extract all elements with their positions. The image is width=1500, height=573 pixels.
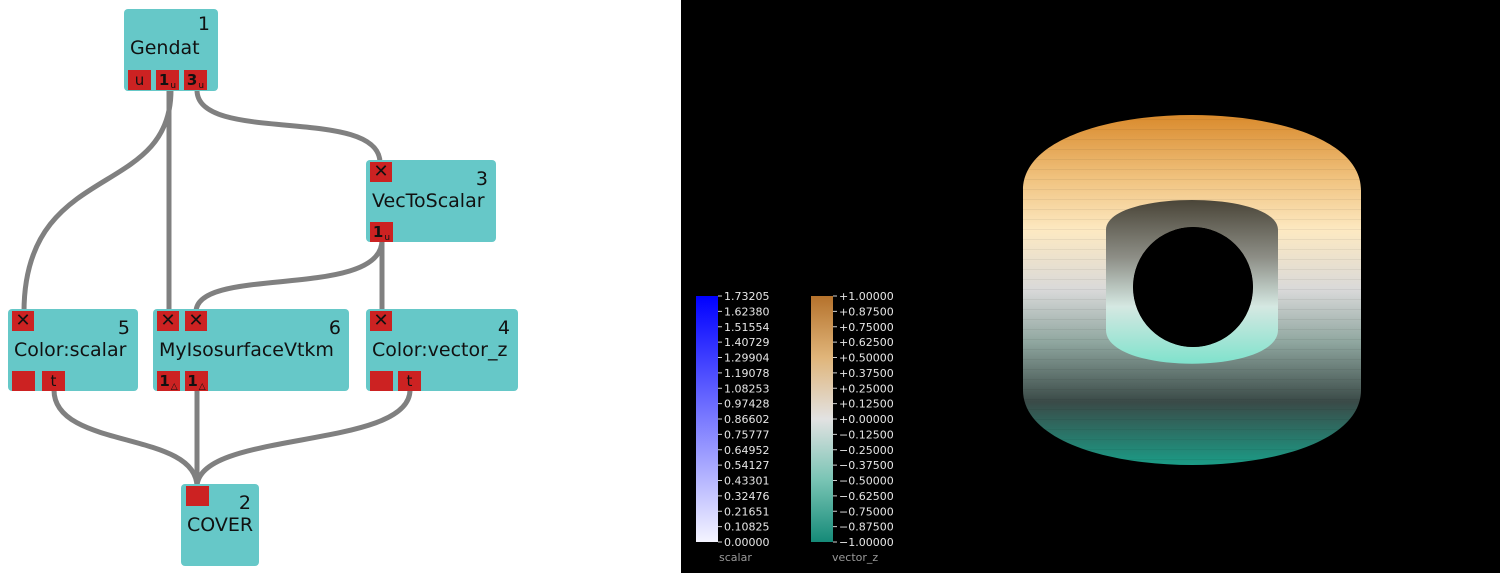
module-graph-canvas[interactable]: 1 Gendat u 1u 3u ✕ 3 VecToScalar 1u ✕ 5 … [0, 0, 681, 573]
vector-z-legend: +1.00000 +0.87500 +0.75000 +0.62500 +0.50000… [811, 290, 894, 564]
legend-tick-label: 1.19078 [724, 367, 770, 380]
output-port-t[interactable]: t [42, 371, 65, 391]
legend-tick-label: 1.08253 [724, 382, 770, 395]
legend-tick-label: +0.87500 [839, 305, 894, 318]
legend-tick-label: −0.37500 [839, 459, 894, 472]
module-color-scalar[interactable]: ✕ 5 Color:scalar t [8, 309, 138, 391]
legend-tick-label: +0.37500 [839, 367, 894, 380]
connection-wires [21, 87, 413, 490]
wire-vectoscalar-to-isosurface [193, 237, 385, 315]
module-vectoscalar[interactable]: ✕ 3 VecToScalar 1u [366, 160, 496, 243]
scalar-tick-labels: 1.73205 1.62380 1.51554 1.40729 1.29904 1.190… [718, 290, 770, 549]
output-port-1-triangle[interactable]: 1△ [185, 371, 208, 392]
legend-tick-label: −0.87500 [839, 521, 894, 534]
module-name: COVER [187, 514, 254, 536]
module-number: 4 [497, 317, 510, 339]
isosurface-torus[interactable] [1023, 115, 1361, 465]
output-port-data[interactable] [370, 371, 393, 391]
output-port-3u[interactable]: 3u [184, 70, 207, 91]
legend-tick-label: 1.40729 [724, 336, 770, 349]
module-name: Color:scalar [14, 339, 127, 361]
vector-z-tick-labels: +1.00000 +0.87500 +0.75000 +0.62500 +0.50000… [833, 290, 894, 549]
legend-tick-label: 1.62380 [724, 305, 770, 318]
legend-tick-label: 0.32476 [724, 490, 770, 503]
legend-tick-label: 0.00000 [724, 536, 770, 549]
output-port-1-triangle[interactable]: 1△ [157, 371, 180, 392]
module-gendat[interactable]: 1 Gendat u 1u 3u [124, 9, 218, 91]
scalar-colorbar [696, 296, 718, 542]
legend-tick-label: +0.75000 [839, 321, 894, 334]
vector-z-legend-title: vector_z [832, 551, 878, 564]
module-number: 6 [328, 317, 341, 339]
input-port-close-icon[interactable]: ✕ [370, 162, 392, 182]
module-number: 2 [238, 492, 251, 514]
legend-tick-label: 0.10825 [724, 521, 770, 534]
output-port-1u[interactable]: 1u [156, 70, 179, 91]
output-port-t[interactable]: t [398, 371, 421, 391]
legend-tick-label: −0.25000 [839, 444, 894, 457]
wire-color-scalar-to-cover [51, 387, 200, 490]
scalar-legend: 1.73205 1.62380 1.51554 1.40729 1.29904 1.190… [696, 290, 770, 564]
wire-gendat-to-vectoscalar [194, 87, 383, 166]
legend-tick-label: 1.29904 [724, 352, 770, 365]
legend-tick-label: +0.12500 [839, 398, 894, 411]
legend-tick-label: 1.51554 [724, 321, 770, 334]
legend-tick-label: +0.25000 [839, 382, 894, 395]
legend-tick-label: 0.21651 [724, 505, 770, 518]
wire-color-vector-z-to-cover [194, 387, 413, 490]
legend-tick-label: −0.75000 [839, 505, 894, 518]
input-port-render[interactable] [186, 486, 209, 506]
module-name: VecToScalar [372, 190, 485, 212]
output-port-u[interactable]: u [128, 70, 151, 90]
module-number: 5 [117, 317, 130, 339]
module-name: Gendat [130, 37, 200, 59]
legend-tick-label: +0.00000 [839, 413, 894, 426]
legend-tick-label: +0.50000 [839, 352, 894, 365]
render-viewport[interactable]: 1.73205 1.62380 1.51554 1.40729 1.29904 1.190… [681, 0, 1500, 573]
wire-gendat-to-color-scalar [21, 87, 174, 315]
module-name: Color:vector_z [372, 339, 508, 361]
input-port-close-icon[interactable]: ✕ [12, 311, 34, 331]
module-isosurface[interactable]: ✕ ✕ 6 MyIsosurfaceVtkm 1△ 1△ [153, 309, 349, 392]
legend-tick-label: 0.43301 [724, 475, 770, 488]
legend-tick-label: 0.97428 [724, 398, 770, 411]
module-color-vector-z[interactable]: ✕ 4 Color:vector_z t [366, 309, 518, 391]
scalar-legend-title: scalar [719, 551, 752, 564]
module-number: 3 [475, 168, 488, 190]
module-name: MyIsosurfaceVtkm [159, 339, 334, 361]
input-port-close-icon[interactable]: ✕ [370, 311, 392, 331]
legend-tick-label: −1.00000 [839, 536, 894, 549]
legend-tick-label: 0.54127 [724, 459, 770, 472]
legend-tick-label: −0.50000 [839, 475, 894, 488]
legend-tick-label: 1.73205 [724, 290, 770, 303]
legend-tick-label: −0.12500 [839, 428, 894, 441]
vector-z-colorbar [811, 296, 833, 542]
legend-tick-label: +1.00000 [839, 290, 894, 303]
output-port-1u[interactable]: 1u [370, 222, 393, 243]
module-cover[interactable]: 2 COVER [181, 484, 259, 566]
legend-tick-label: 0.75777 [724, 428, 770, 441]
legend-tick-label: −0.62500 [839, 490, 894, 503]
legend-tick-label: +0.62500 [839, 336, 894, 349]
torus-center-hole [1133, 227, 1253, 347]
render-scene: 1.73205 1.62380 1.51554 1.40729 1.29904 1.190… [696, 115, 1361, 564]
output-port-data[interactable] [12, 371, 35, 391]
torus-inner-hole-wall [1106, 200, 1278, 364]
module-number: 1 [197, 13, 210, 35]
input-port-close-icon[interactable]: ✕ [185, 311, 207, 331]
legend-tick-label: 0.86602 [724, 413, 770, 426]
legend-tick-label: 0.64952 [724, 444, 770, 457]
input-port-close-icon[interactable]: ✕ [157, 311, 179, 331]
